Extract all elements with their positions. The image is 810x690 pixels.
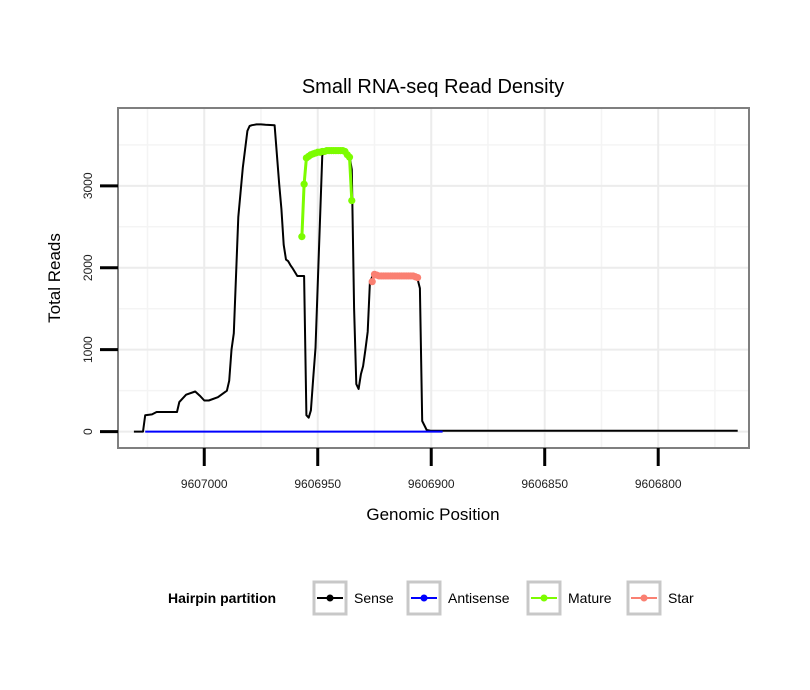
data-point-star [414,273,422,282]
data-point-mature [298,233,306,241]
y-tick-label: 0 [81,428,95,435]
plot-background [118,108,749,448]
x-tick-label: 9606850 [521,477,568,491]
legend-label-sense: Sense [354,590,394,606]
series-layer [133,123,738,433]
legend-label-star: Star [668,590,694,606]
data-point-mature [300,180,308,188]
y-tick-label: 2000 [81,254,95,281]
data-point-star [368,278,376,286]
x-tick-label: 9606950 [294,477,341,491]
legend-title: Hairpin partition [168,590,276,606]
legend-label-mature: Mature [568,590,612,606]
chart-title: Small RNA-seq Read Density [302,76,564,98]
legend-marker-sense [326,594,334,602]
y-tick-label: 1000 [81,336,95,363]
legend-label-antisense: Antisense [448,590,510,606]
x-axis-title: Genomic Position [366,505,499,524]
plot-border [117,107,750,449]
grid-lines [118,108,749,448]
data-point-mature [348,196,356,205]
y-tick-label: 3000 [81,172,95,199]
x-tick-label: 9607000 [181,477,228,491]
x-tick-label: 9606800 [635,477,682,491]
legend-marker-antisense [420,594,428,602]
legend-marker-mature [540,594,548,602]
data-point-mature [345,153,354,161]
x-tick-label: 9606900 [408,477,455,491]
legend-marker-star [640,594,648,602]
y-axis-title: Total Reads [45,233,64,323]
legend: Hairpin partition Sense Antisense Mature St… [168,580,694,616]
y-axis: 0 1000 2000 3000 [81,172,118,435]
x-axis: 9607000 9606950 9606900 9606850 9606800 [181,448,682,491]
